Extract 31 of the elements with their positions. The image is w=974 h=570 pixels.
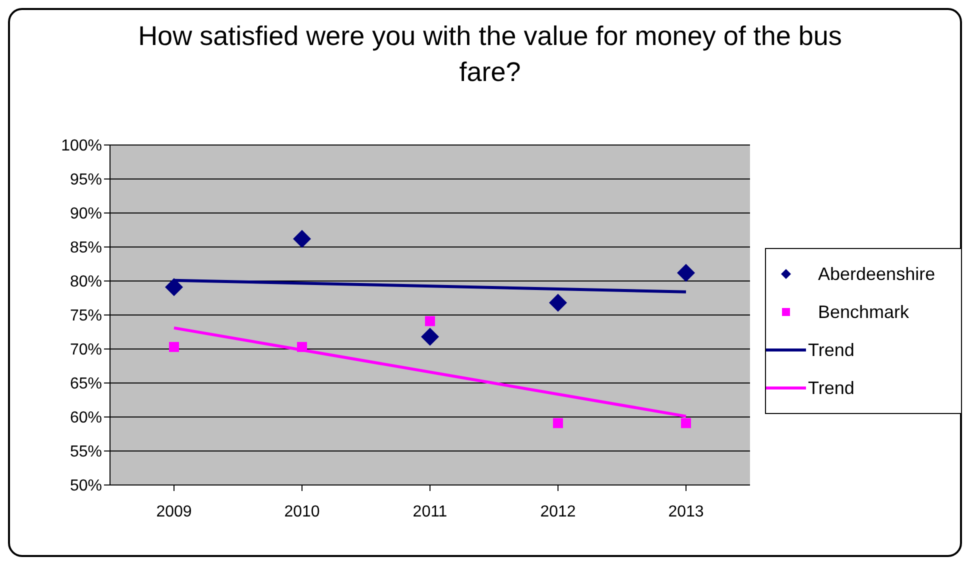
point: [681, 418, 691, 428]
x-tick-label: 2011: [412, 503, 448, 520]
point: [549, 294, 567, 312]
y-tick-label: 90%: [70, 206, 102, 223]
y-tick-label: 70%: [70, 342, 102, 359]
y-tick-label: 55%: [70, 444, 102, 461]
legend-label: Benchmark: [818, 302, 910, 322]
point: [677, 264, 695, 282]
legend-label: Trend: [808, 340, 854, 360]
y-tick-label: 65%: [70, 376, 102, 393]
x-tick-label: 2009: [156, 503, 192, 520]
x-tick-label: 2012: [540, 503, 576, 520]
point: [165, 278, 183, 296]
y-tick-label: 50%: [70, 478, 102, 495]
y-tick-label: 85%: [70, 240, 102, 257]
point: [297, 342, 307, 352]
y-tick-label: 80%: [70, 274, 102, 291]
x-tick-label: 2010: [284, 503, 320, 520]
y-tick-label: 100%: [61, 138, 102, 155]
x-tick-label: 2013: [668, 503, 704, 520]
point: [553, 418, 563, 428]
chart-title: How satisfied were you with the value for money of the bus fare?: [137, 20, 843, 89]
y-tick-label: 75%: [70, 308, 102, 325]
point: [169, 342, 179, 352]
point: [293, 230, 311, 248]
legend-label: Aberdeenshire: [818, 264, 936, 284]
point: [425, 316, 435, 326]
legend-label: Trend: [808, 378, 854, 398]
y-tick-label: 60%: [70, 410, 102, 427]
y-tick-label: 95%: [70, 172, 102, 189]
point: [421, 328, 439, 346]
